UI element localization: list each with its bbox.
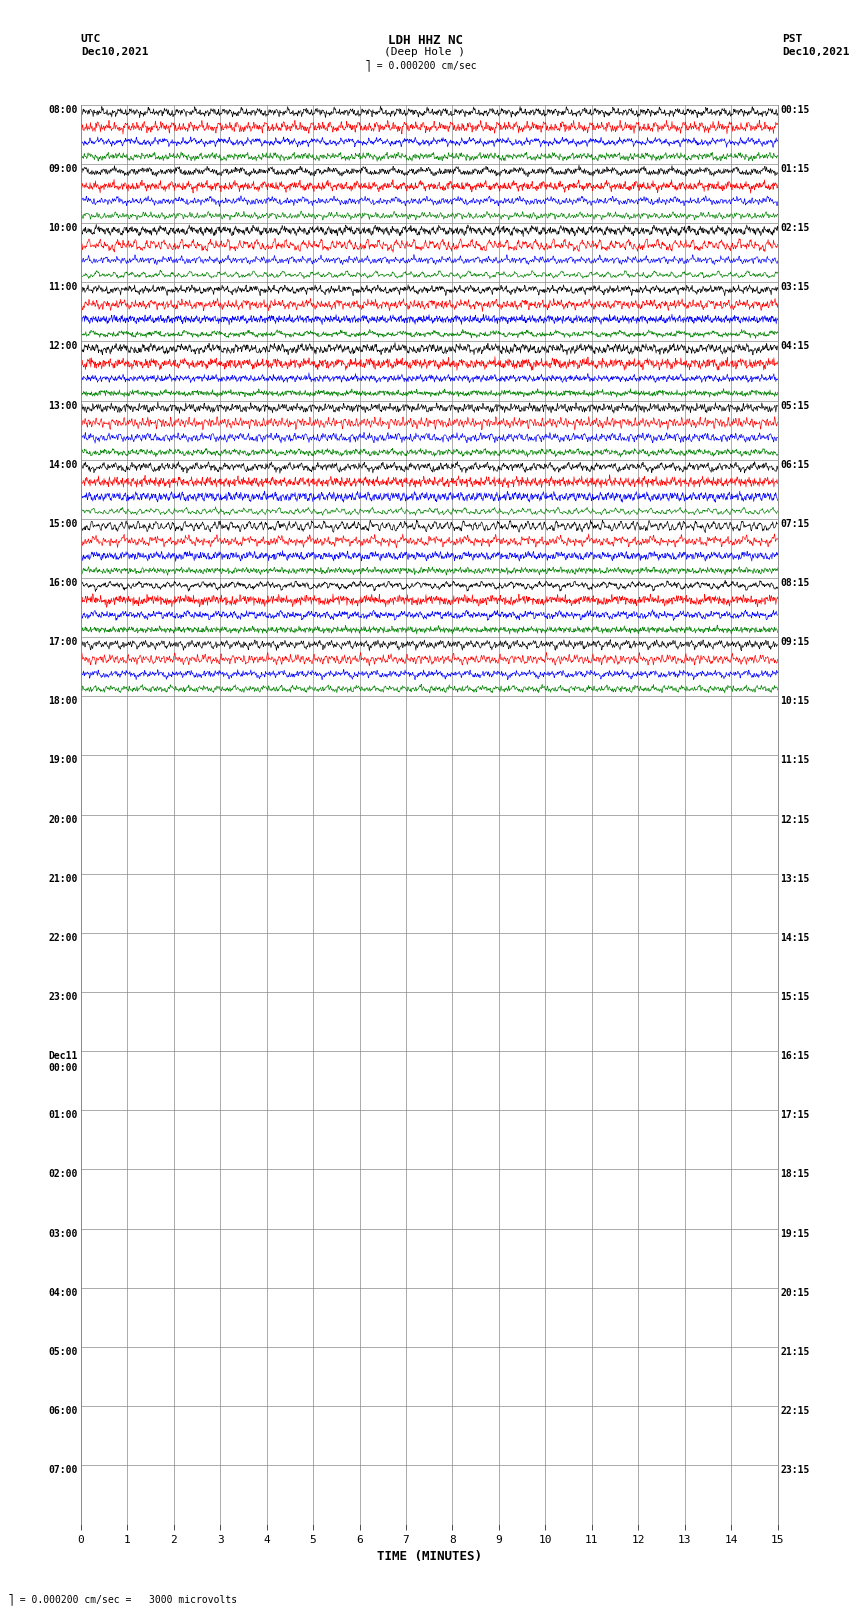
Text: ⎤ = 0.000200 cm/sec =   3000 microvolts: ⎤ = 0.000200 cm/sec = 3000 microvolts [8,1594,238,1605]
X-axis label: TIME (MINUTES): TIME (MINUTES) [377,1550,482,1563]
Text: ⎤ = 0.000200 cm/sec: ⎤ = 0.000200 cm/sec [365,60,477,71]
Text: PST: PST [782,34,802,44]
Text: Dec10,2021: Dec10,2021 [782,47,849,56]
Text: Dec10,2021: Dec10,2021 [81,47,148,56]
Text: UTC: UTC [81,34,101,44]
Text: LDH HHZ NC: LDH HHZ NC [388,34,462,47]
Text: (Deep Hole ): (Deep Hole ) [384,47,466,56]
